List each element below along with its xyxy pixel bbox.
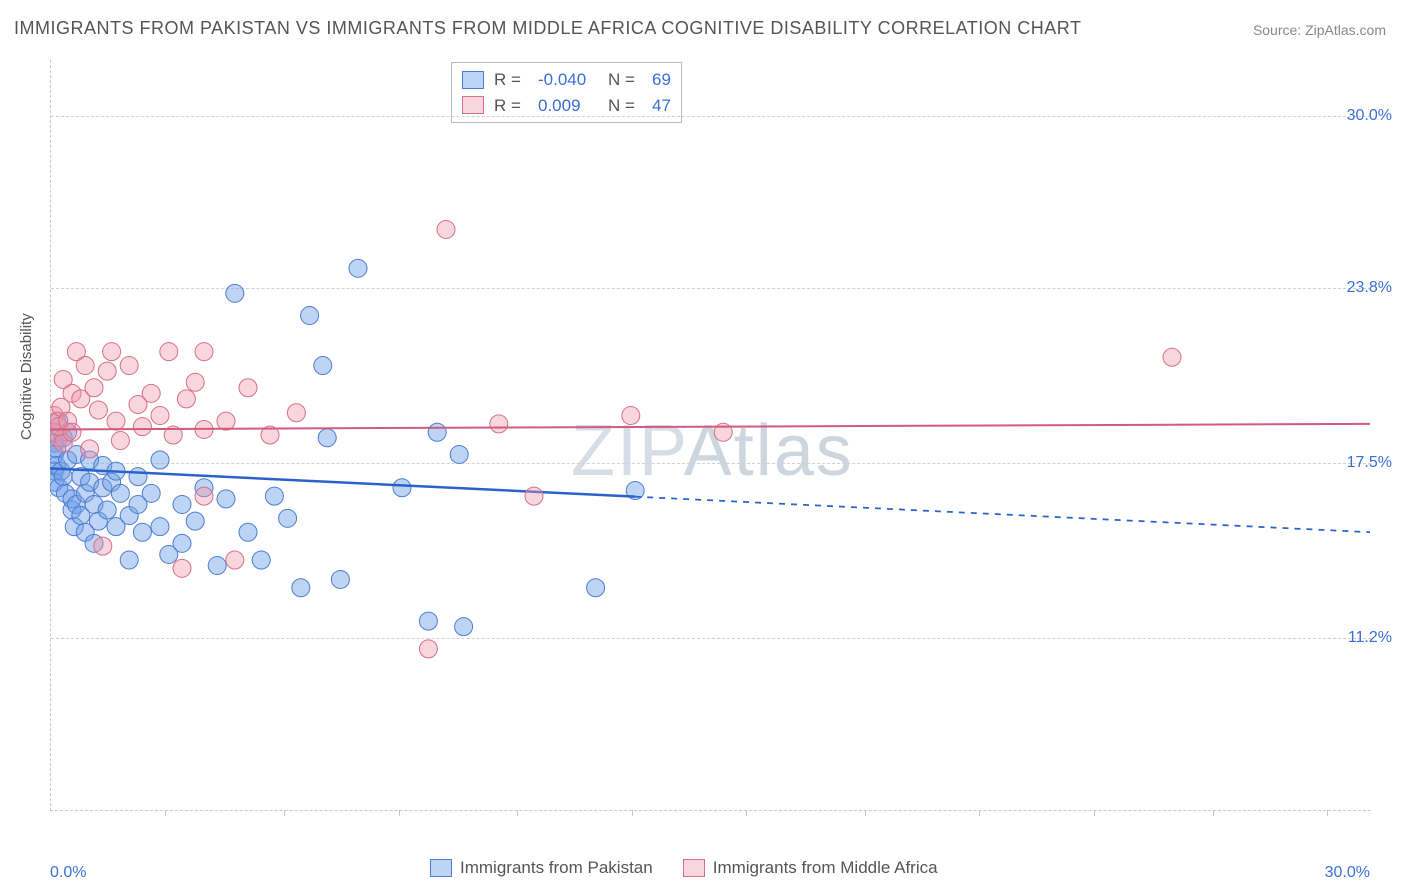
xtick: [517, 810, 518, 816]
xtick: [165, 810, 166, 816]
xtick-label: 0.0%: [50, 864, 86, 882]
xtick: [284, 810, 285, 816]
gridline: [51, 116, 1371, 117]
ytick-label: 23.8%: [1347, 279, 1392, 297]
legend-N-label: N =: [608, 67, 642, 93]
ytick-label: 17.5%: [1347, 454, 1392, 472]
gridline: [51, 638, 1371, 639]
watermark-zip: ZIP: [571, 411, 684, 491]
legend-stat-row: R = 0.009 N = 47: [462, 93, 671, 119]
chart-title: IMMIGRANTS FROM PAKISTAN VS IMMIGRANTS F…: [14, 18, 1081, 39]
xtick: [399, 810, 400, 816]
legend-series-item: Immigrants from Middle Africa: [683, 858, 938, 878]
gridline: [51, 288, 1371, 289]
legend-stat-row: R = -0.040 N = 69: [462, 67, 671, 93]
legend-swatch: [683, 859, 705, 877]
legend-N-label: N =: [608, 93, 642, 119]
legend-series-label: Immigrants from Middle Africa: [713, 858, 938, 878]
ytick-label: 11.2%: [1348, 629, 1392, 647]
xtick: [746, 810, 747, 816]
source-label: Source: ZipAtlas.com: [1253, 22, 1386, 38]
xtick: [632, 810, 633, 816]
legend-series-label: Immigrants from Pakistan: [460, 858, 653, 878]
ytick-label: 30.0%: [1347, 107, 1392, 125]
y-axis-label: Cognitive Disability: [18, 313, 35, 440]
gridline: [51, 463, 1371, 464]
xtick: [979, 810, 980, 816]
legend-series: Immigrants from Pakistan Immigrants from …: [430, 858, 938, 878]
legend-R-value: -0.040: [538, 67, 598, 93]
legend-series-item: Immigrants from Pakistan: [430, 858, 653, 878]
xtick: [1327, 810, 1328, 816]
legend-stats: R = -0.040 N = 69 R = 0.009 N = 47: [451, 62, 682, 123]
legend-R-label: R =: [494, 67, 528, 93]
legend-swatch: [430, 859, 452, 877]
xtick: [1094, 810, 1095, 816]
legend-swatch: [462, 71, 484, 89]
legend-N-value: 47: [652, 93, 671, 119]
legend-R-label: R =: [494, 93, 528, 119]
xtick: [865, 810, 866, 816]
watermark: ZIPAtlas: [571, 410, 854, 492]
xtick: [1213, 810, 1214, 816]
legend-R-value: 0.009: [538, 93, 598, 119]
xtick-label: 30.0%: [1325, 864, 1370, 882]
plot-area: ZIPAtlas R = -0.040 N = 69 R = 0.009 N = 47: [50, 60, 1371, 811]
legend-swatch: [462, 96, 484, 114]
watermark-atlas: Atlas: [684, 411, 854, 491]
legend-N-value: 69: [652, 67, 671, 93]
